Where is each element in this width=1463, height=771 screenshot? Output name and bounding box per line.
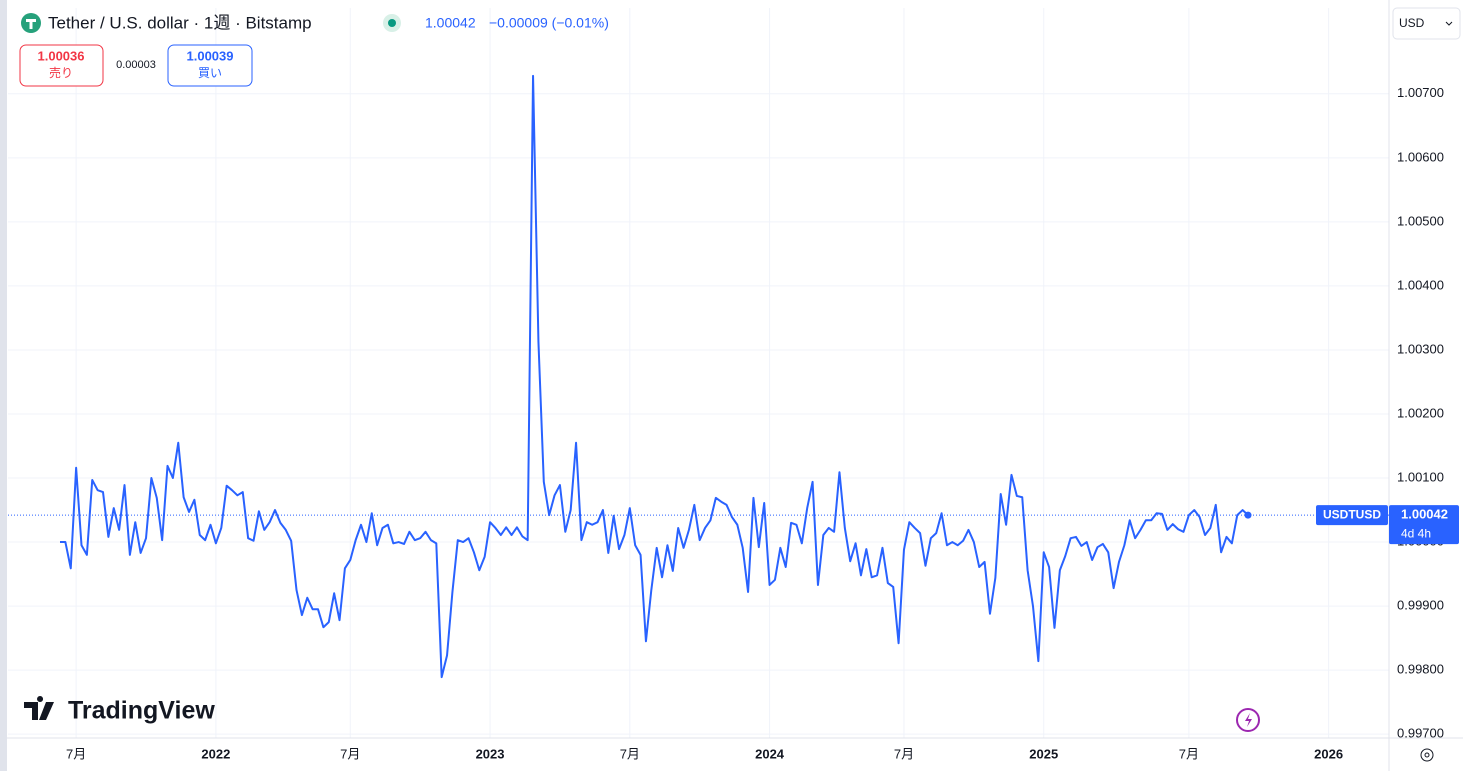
buy-price[interactable]: 1.00039	[187, 48, 234, 63]
x-tick-label: 2024	[755, 746, 785, 761]
y-tick-label: 0.99800	[1397, 662, 1444, 677]
price-tag-label: 1.00042	[1401, 507, 1448, 522]
lightning-glyph	[1245, 713, 1252, 727]
symbol-tag-label: USDTUSD	[1323, 507, 1381, 521]
x-tick-label: 7月	[1179, 746, 1199, 761]
x-tick-label: 7月	[340, 746, 360, 761]
y-tick-label: 0.99700	[1397, 726, 1444, 741]
price-tag	[1389, 505, 1459, 545]
y-tick-label: 1.00400	[1397, 277, 1444, 292]
y-tick-label: 1.00300	[1397, 341, 1444, 356]
x-tick-label: 2026	[1314, 746, 1343, 761]
x-tick-label: 2025	[1029, 746, 1058, 761]
sell-button[interactable]	[19, 44, 104, 87]
y-tick-label: 1.00200	[1397, 405, 1444, 420]
x-tick-label: 7月	[66, 746, 86, 761]
settings-icon-center	[1424, 752, 1430, 758]
dropdown-arrow	[1445, 21, 1453, 26]
settings-icon[interactable]	[1420, 748, 1434, 762]
symbol-icon-glyph	[26, 19, 36, 29]
logo-mark	[24, 696, 54, 720]
buy-label[interactable]: 買い	[198, 66, 222, 80]
last-price: 1.00042	[425, 15, 476, 31]
symbol-tag	[1316, 505, 1388, 526]
y-tick-label: 0.99900	[1397, 598, 1444, 613]
y-tick-label: 1.00700	[1397, 85, 1444, 100]
currency-select[interactable]	[1392, 7, 1461, 40]
left-border	[0, 0, 7, 771]
y-tick-label: 1.00500	[1397, 213, 1444, 228]
spread: 0.00003	[116, 59, 156, 71]
currency-label[interactable]: USD	[1399, 16, 1425, 30]
countdown: 4d 4h	[1401, 526, 1431, 540]
x-tick-label: 7月	[894, 746, 914, 761]
lightning-icon[interactable]	[1236, 708, 1260, 732]
buy-button[interactable]	[167, 44, 253, 87]
x-tick-label: 2023	[476, 746, 505, 761]
x-tick-label: 2022	[201, 746, 230, 761]
price-line	[60, 74, 1249, 679]
sell-price[interactable]: 1.00036	[38, 48, 85, 63]
y-tick-label: 1.00600	[1397, 149, 1444, 164]
logo-text: TradingView	[68, 697, 215, 725]
x-tick-label: 7月	[620, 746, 640, 761]
symbol-title[interactable]: Tether / U.S. dollar · 1週 · Bitstamp	[48, 13, 312, 32]
price-change: −0.00009 (−0.01%)	[489, 15, 609, 31]
sell-label[interactable]: 売り	[49, 65, 73, 80]
grid	[8, 8, 1389, 738]
y-tick-label: 1.00100	[1397, 469, 1444, 484]
status-dot	[388, 19, 396, 27]
